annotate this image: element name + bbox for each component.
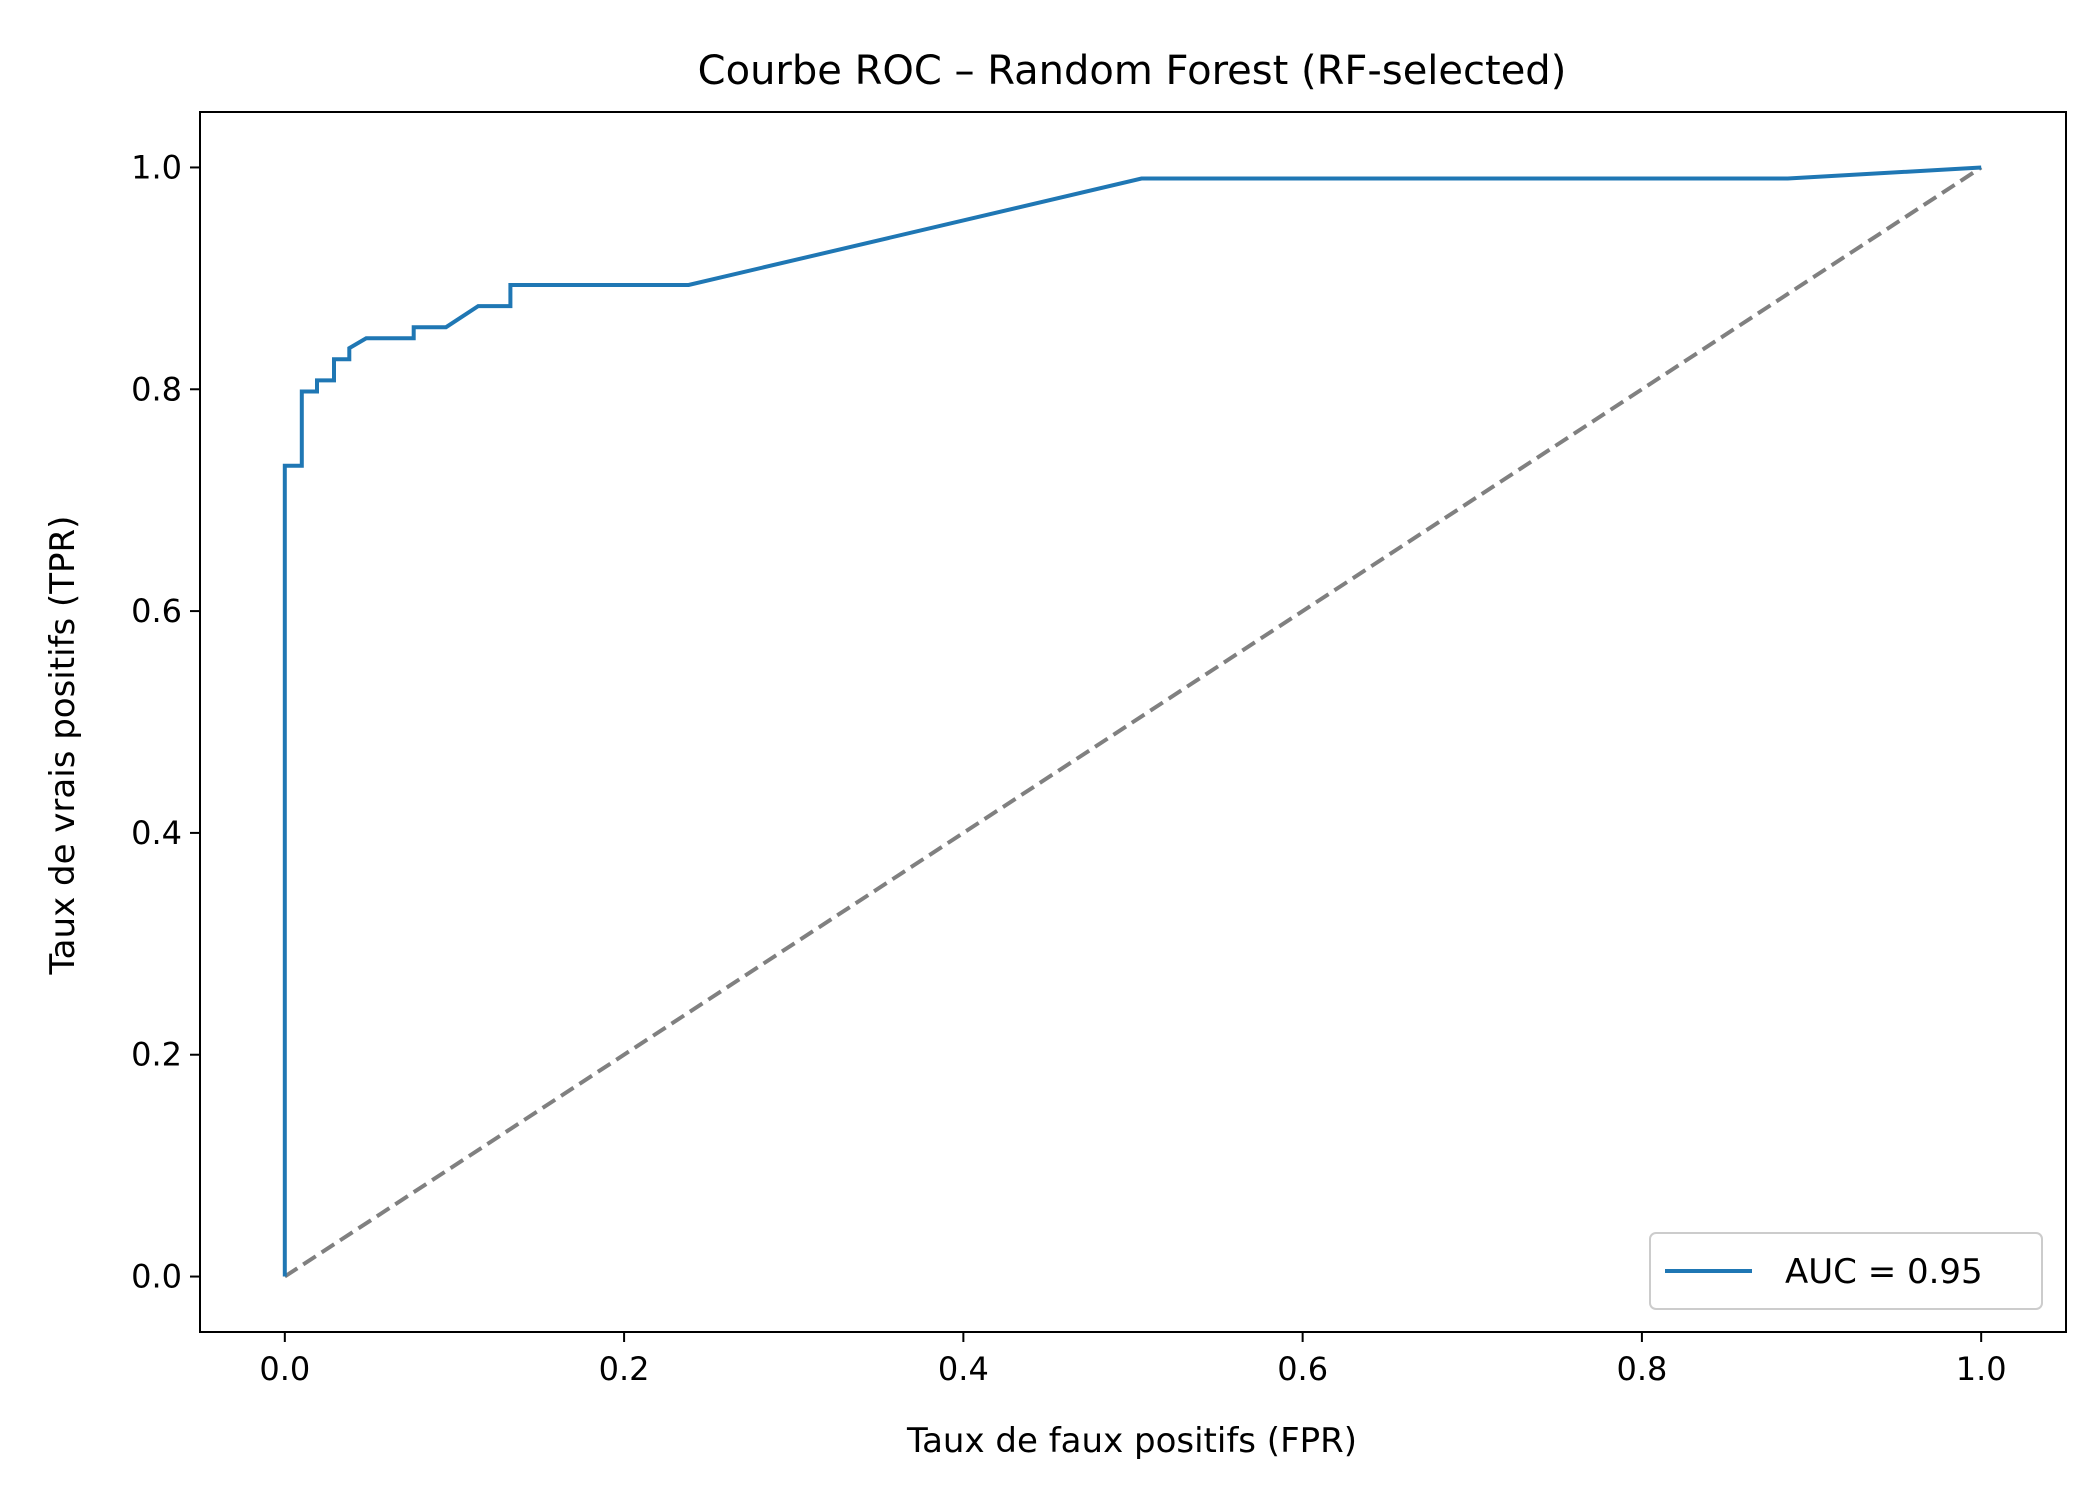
plot-area-frame: [199, 111, 2067, 1333]
x-tick-label: 0.0: [259, 1350, 310, 1388]
x-axis-label: Taux de faux positifs (FPR): [906, 1421, 1357, 1461]
chance-diagonal-line: [283, 165, 1983, 1279]
x-tick-label: 0.8: [1616, 1350, 1667, 1388]
x-tick-label: 0.6: [1277, 1350, 1328, 1388]
roc-curve-line: [282, 165, 1982, 1277]
series-layer: [282, 165, 1983, 1279]
y-tick-label: 0.2: [131, 1036, 182, 1074]
y-tick-label: 0.8: [131, 370, 182, 408]
y-tick-label: 0.4: [131, 814, 182, 852]
chart-title: Courbe ROC – Random Forest (RF-selected): [698, 48, 1567, 94]
legend-box: [1649, 1232, 2043, 1310]
x-tick-label: 1.0: [1956, 1350, 2007, 1388]
y-tick-label: 0.0: [131, 1258, 182, 1296]
y-tick-label: 0.6: [131, 592, 182, 630]
y-axis-label: Taux de vrais positifs (TPR): [43, 516, 83, 976]
legend-label: AUC = 0.95: [1785, 1252, 1983, 1292]
x-tick-label: 0.4: [938, 1350, 989, 1388]
y-axis: 0.0 0.2 0.4 0.6 0.8 1.0: [131, 148, 200, 1296]
x-tick-label: 0.2: [599, 1350, 650, 1388]
legend: AUC = 0.95: [1649, 1232, 2043, 1310]
y-tick-label: 1.0: [131, 148, 182, 186]
x-axis: 0.0 0.2 0.4 0.6 0.8 1.0: [259, 1332, 2007, 1388]
